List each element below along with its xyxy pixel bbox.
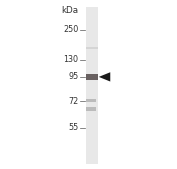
Text: kDa: kDa [61,6,78,15]
Text: 95: 95 [68,72,78,81]
Bar [86,74,98,80]
Bar [86,99,96,102]
Text: 72: 72 [68,97,78,106]
Bar [86,7,98,164]
Text: 130: 130 [63,55,78,65]
Text: 250: 250 [63,25,78,34]
Bar [86,47,98,49]
Polygon shape [99,72,110,82]
Bar [86,107,96,111]
Text: 55: 55 [68,123,78,132]
